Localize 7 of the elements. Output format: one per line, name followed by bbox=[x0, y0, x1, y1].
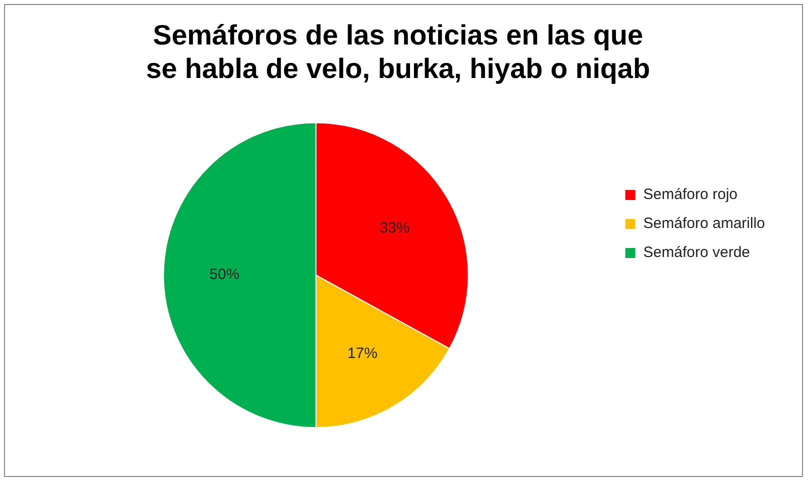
legend-label: Semáforo verde bbox=[643, 244, 750, 262]
data-label: 33% bbox=[380, 220, 410, 237]
chart-title: Semáforos de las noticias en las que se habla de velo, burka, hiyab o niqab bbox=[146, 20, 650, 84]
data-label: 17% bbox=[347, 344, 378, 362]
legend-label: Semáforo rojo bbox=[643, 186, 738, 204]
data-label: 50% bbox=[209, 266, 240, 284]
legend-label: Semáforo amarillo bbox=[643, 215, 766, 232]
